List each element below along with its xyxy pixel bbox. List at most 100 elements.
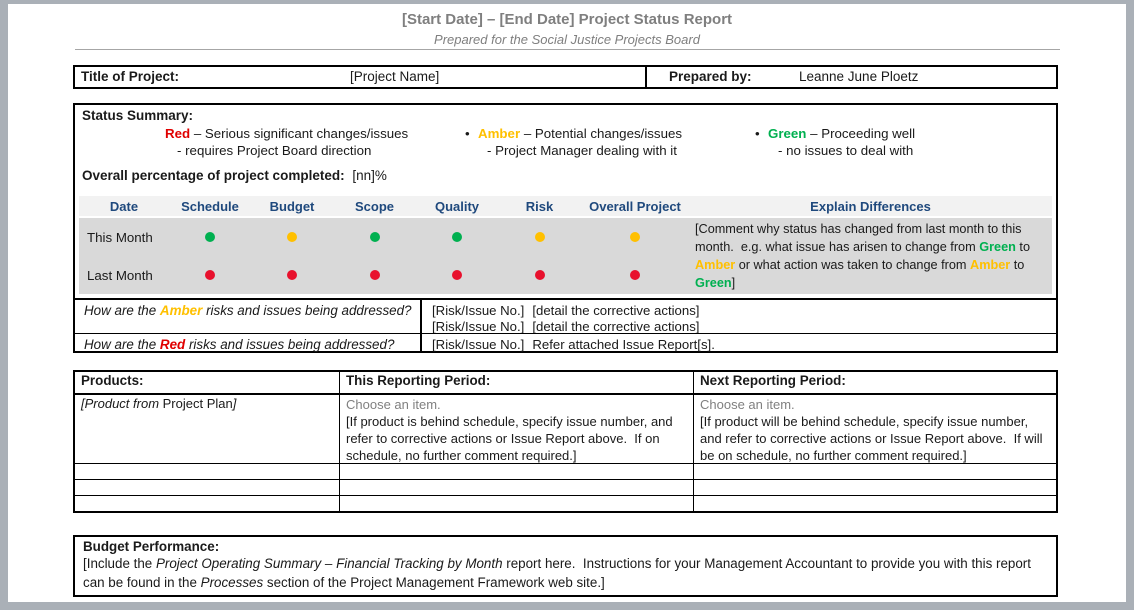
document-page: [Start Date] – [End Date] Project Status… bbox=[8, 4, 1126, 602]
legend-green-term: Green bbox=[768, 126, 807, 141]
green-dot-icon bbox=[369, 232, 380, 242]
question-text: risks and issues being addressed? bbox=[202, 303, 412, 318]
explain-green-word: Green bbox=[979, 240, 1016, 254]
this-period-empty-cell[interactable] bbox=[340, 463, 694, 479]
status-dot-this-month-schedule[interactable] bbox=[169, 218, 251, 256]
budget-report-name: Project Operating Summary – Financial Tr… bbox=[155, 556, 503, 571]
legend-green-line1: • Green – Proceeding well bbox=[755, 125, 915, 142]
page-title: [Start Date] – [End Date] Project Status… bbox=[401, 11, 733, 28]
status-dot-last-month-scope[interactable] bbox=[333, 256, 416, 294]
status-dot-last-month-overall[interactable] bbox=[581, 256, 689, 294]
risk-issue-no-placeholder[interactable]: [Risk/Issue No.] bbox=[432, 319, 525, 334]
legend-green: • Green – Proceeding well - no issues to … bbox=[755, 125, 915, 159]
amber-answer-line: [Risk/Issue No.] [detail the corrective a… bbox=[432, 319, 1056, 335]
product-empty-cell[interactable] bbox=[75, 463, 340, 479]
explain-text: or what action was taken to change from bbox=[735, 258, 971, 272]
corrective-actions-placeholder[interactable]: [detail the corrective actions] bbox=[532, 319, 700, 334]
overall-percentage-placeholder[interactable]: [nn]% bbox=[352, 168, 387, 183]
budget-processes-word: Processes bbox=[200, 575, 264, 590]
products-header: Products: bbox=[75, 372, 340, 393]
status-table: Date Schedule Budget Scope Quality Risk … bbox=[79, 196, 1052, 294]
col-header-quality: Quality bbox=[416, 196, 498, 218]
red-dot-icon bbox=[630, 270, 640, 280]
red-dot-icon bbox=[287, 270, 297, 280]
explain-amber-word: Amber bbox=[695, 258, 736, 272]
row-label-this-month: This Month bbox=[79, 218, 169, 256]
this-period-empty-cell[interactable] bbox=[340, 479, 694, 495]
header-divider bbox=[75, 49, 1060, 50]
title-of-project-label: Title of Project: bbox=[81, 69, 180, 84]
next-period-empty-cell[interactable] bbox=[694, 479, 1056, 495]
explain-text: [Comment why status has changed from las… bbox=[695, 222, 1026, 254]
next-period-dropdown[interactable]: Choose an item. bbox=[700, 397, 795, 412]
status-dot-last-month-budget[interactable] bbox=[251, 256, 333, 294]
budget-performance-heading: Budget Performance: bbox=[83, 539, 220, 554]
amber-word: Amber bbox=[159, 303, 203, 318]
risk-issue-no-placeholder[interactable]: [Risk/Issue No.] bbox=[432, 303, 525, 318]
green-dot-icon bbox=[452, 232, 462, 242]
corrective-actions-placeholder[interactable]: [detail the corrective actions] bbox=[532, 303, 700, 318]
col-header-scope: Scope bbox=[333, 196, 416, 218]
prepared-by-label: Prepared by: bbox=[669, 69, 752, 84]
explain-differences-comment[interactable]: [Comment why status has changed from las… bbox=[689, 218, 1052, 294]
status-dot-last-month-quality[interactable] bbox=[416, 256, 498, 294]
budget-text: report here. Instructions for your Manag… bbox=[83, 556, 1035, 590]
products-table: Products: This Reporting Period: Next Re… bbox=[73, 370, 1058, 513]
overall-percentage-line: Overall percentage of project completed:… bbox=[82, 168, 387, 183]
project-title-cell: Title of Project: [Project Name] bbox=[75, 67, 647, 87]
prepared-by-value[interactable]: Leanne June Ploetz bbox=[799, 69, 919, 84]
risk-issue-no-placeholder[interactable]: [Risk/Issue No.] bbox=[432, 337, 525, 352]
legend-red-line1: Red – Serious significant changes/issues bbox=[152, 125, 408, 142]
legend-red-note: - requires Project Board direction bbox=[177, 143, 372, 158]
this-period-dropdown[interactable]: Choose an item. bbox=[346, 397, 441, 412]
status-dot-this-month-overall[interactable] bbox=[581, 218, 689, 256]
next-period-empty-cell[interactable] bbox=[694, 463, 1056, 479]
status-summary-heading: Status Summary: bbox=[82, 108, 194, 123]
amber-dot-icon bbox=[287, 232, 297, 242]
question-text: risks and issues being addressed? bbox=[185, 337, 395, 352]
red-answer-line: [Risk/Issue No.] Refer attached Issue Rep… bbox=[432, 337, 1056, 353]
legend-amber-bullet: • bbox=[465, 126, 470, 141]
budget-performance-section: Budget Performance: [Include the Project… bbox=[73, 535, 1058, 597]
budget-performance-body[interactable]: [Include the Project Operating Summary –… bbox=[83, 554, 1048, 592]
status-summary-section: Status Summary: Red – Serious significan… bbox=[73, 103, 1058, 353]
amber-dot-icon bbox=[630, 232, 640, 242]
row-label-last-month: Last Month bbox=[79, 256, 169, 294]
question-text: How are the bbox=[84, 303, 160, 318]
red-risks-row: How are the Red risks and issues being a… bbox=[75, 333, 1056, 353]
next-period-empty-cell[interactable] bbox=[694, 495, 1056, 511]
project-info-table: Title of Project: [Project Name] Prepare… bbox=[73, 65, 1058, 89]
this-period-note[interactable]: [If product is behind schedule, specify … bbox=[346, 414, 677, 463]
legend-red: Red – Serious significant changes/issues… bbox=[152, 125, 408, 159]
legend-green-desc: – Proceeding well bbox=[806, 126, 916, 141]
issue-report-reference: Refer attached Issue Report[s]. bbox=[532, 337, 715, 352]
status-dot-this-month-scope[interactable] bbox=[333, 218, 416, 256]
explain-text: to bbox=[1015, 240, 1034, 254]
col-header-budget: Budget bbox=[251, 196, 333, 218]
this-period-empty-cell[interactable] bbox=[340, 495, 694, 511]
product-name-cell[interactable]: [Product from Project Plan] bbox=[75, 393, 340, 463]
this-reporting-period-header: This Reporting Period: bbox=[340, 372, 694, 393]
red-risks-question: How are the Red risks and issues being a… bbox=[75, 334, 422, 352]
red-dot-icon bbox=[534, 270, 545, 280]
status-dot-this-month-quality[interactable] bbox=[416, 218, 498, 256]
product-plan-text: Project Plan bbox=[162, 396, 233, 411]
next-reporting-period-header: Next Reporting Period: bbox=[700, 373, 846, 388]
explain-green-word: Green bbox=[695, 276, 732, 290]
next-period-cell: Choose an item. [If product will be behi… bbox=[694, 393, 1056, 463]
product-empty-cell[interactable] bbox=[75, 479, 340, 495]
budget-text: [Include the bbox=[83, 556, 156, 571]
amber-risks-answers: [Risk/Issue No.] [detail the corrective a… bbox=[422, 300, 1056, 335]
red-word: Red bbox=[159, 337, 186, 352]
next-period-note[interactable]: [If product will be behind schedule, spe… bbox=[700, 414, 1047, 463]
status-dot-this-month-risk[interactable] bbox=[498, 218, 581, 256]
status-dot-last-month-risk[interactable] bbox=[498, 256, 581, 294]
budget-text: section of the Project Management Framew… bbox=[263, 575, 605, 590]
explain-text: ] bbox=[731, 276, 736, 290]
status-dot-this-month-budget[interactable] bbox=[251, 218, 333, 256]
status-dot-last-month-schedule[interactable] bbox=[169, 256, 251, 294]
product-empty-cell[interactable] bbox=[75, 495, 340, 511]
legend-green-note: - no issues to deal with bbox=[778, 143, 914, 158]
project-name-placeholder[interactable]: [Project Name] bbox=[350, 69, 440, 84]
legend-amber: • Amber – Potential changes/issues - Proj… bbox=[465, 125, 682, 159]
